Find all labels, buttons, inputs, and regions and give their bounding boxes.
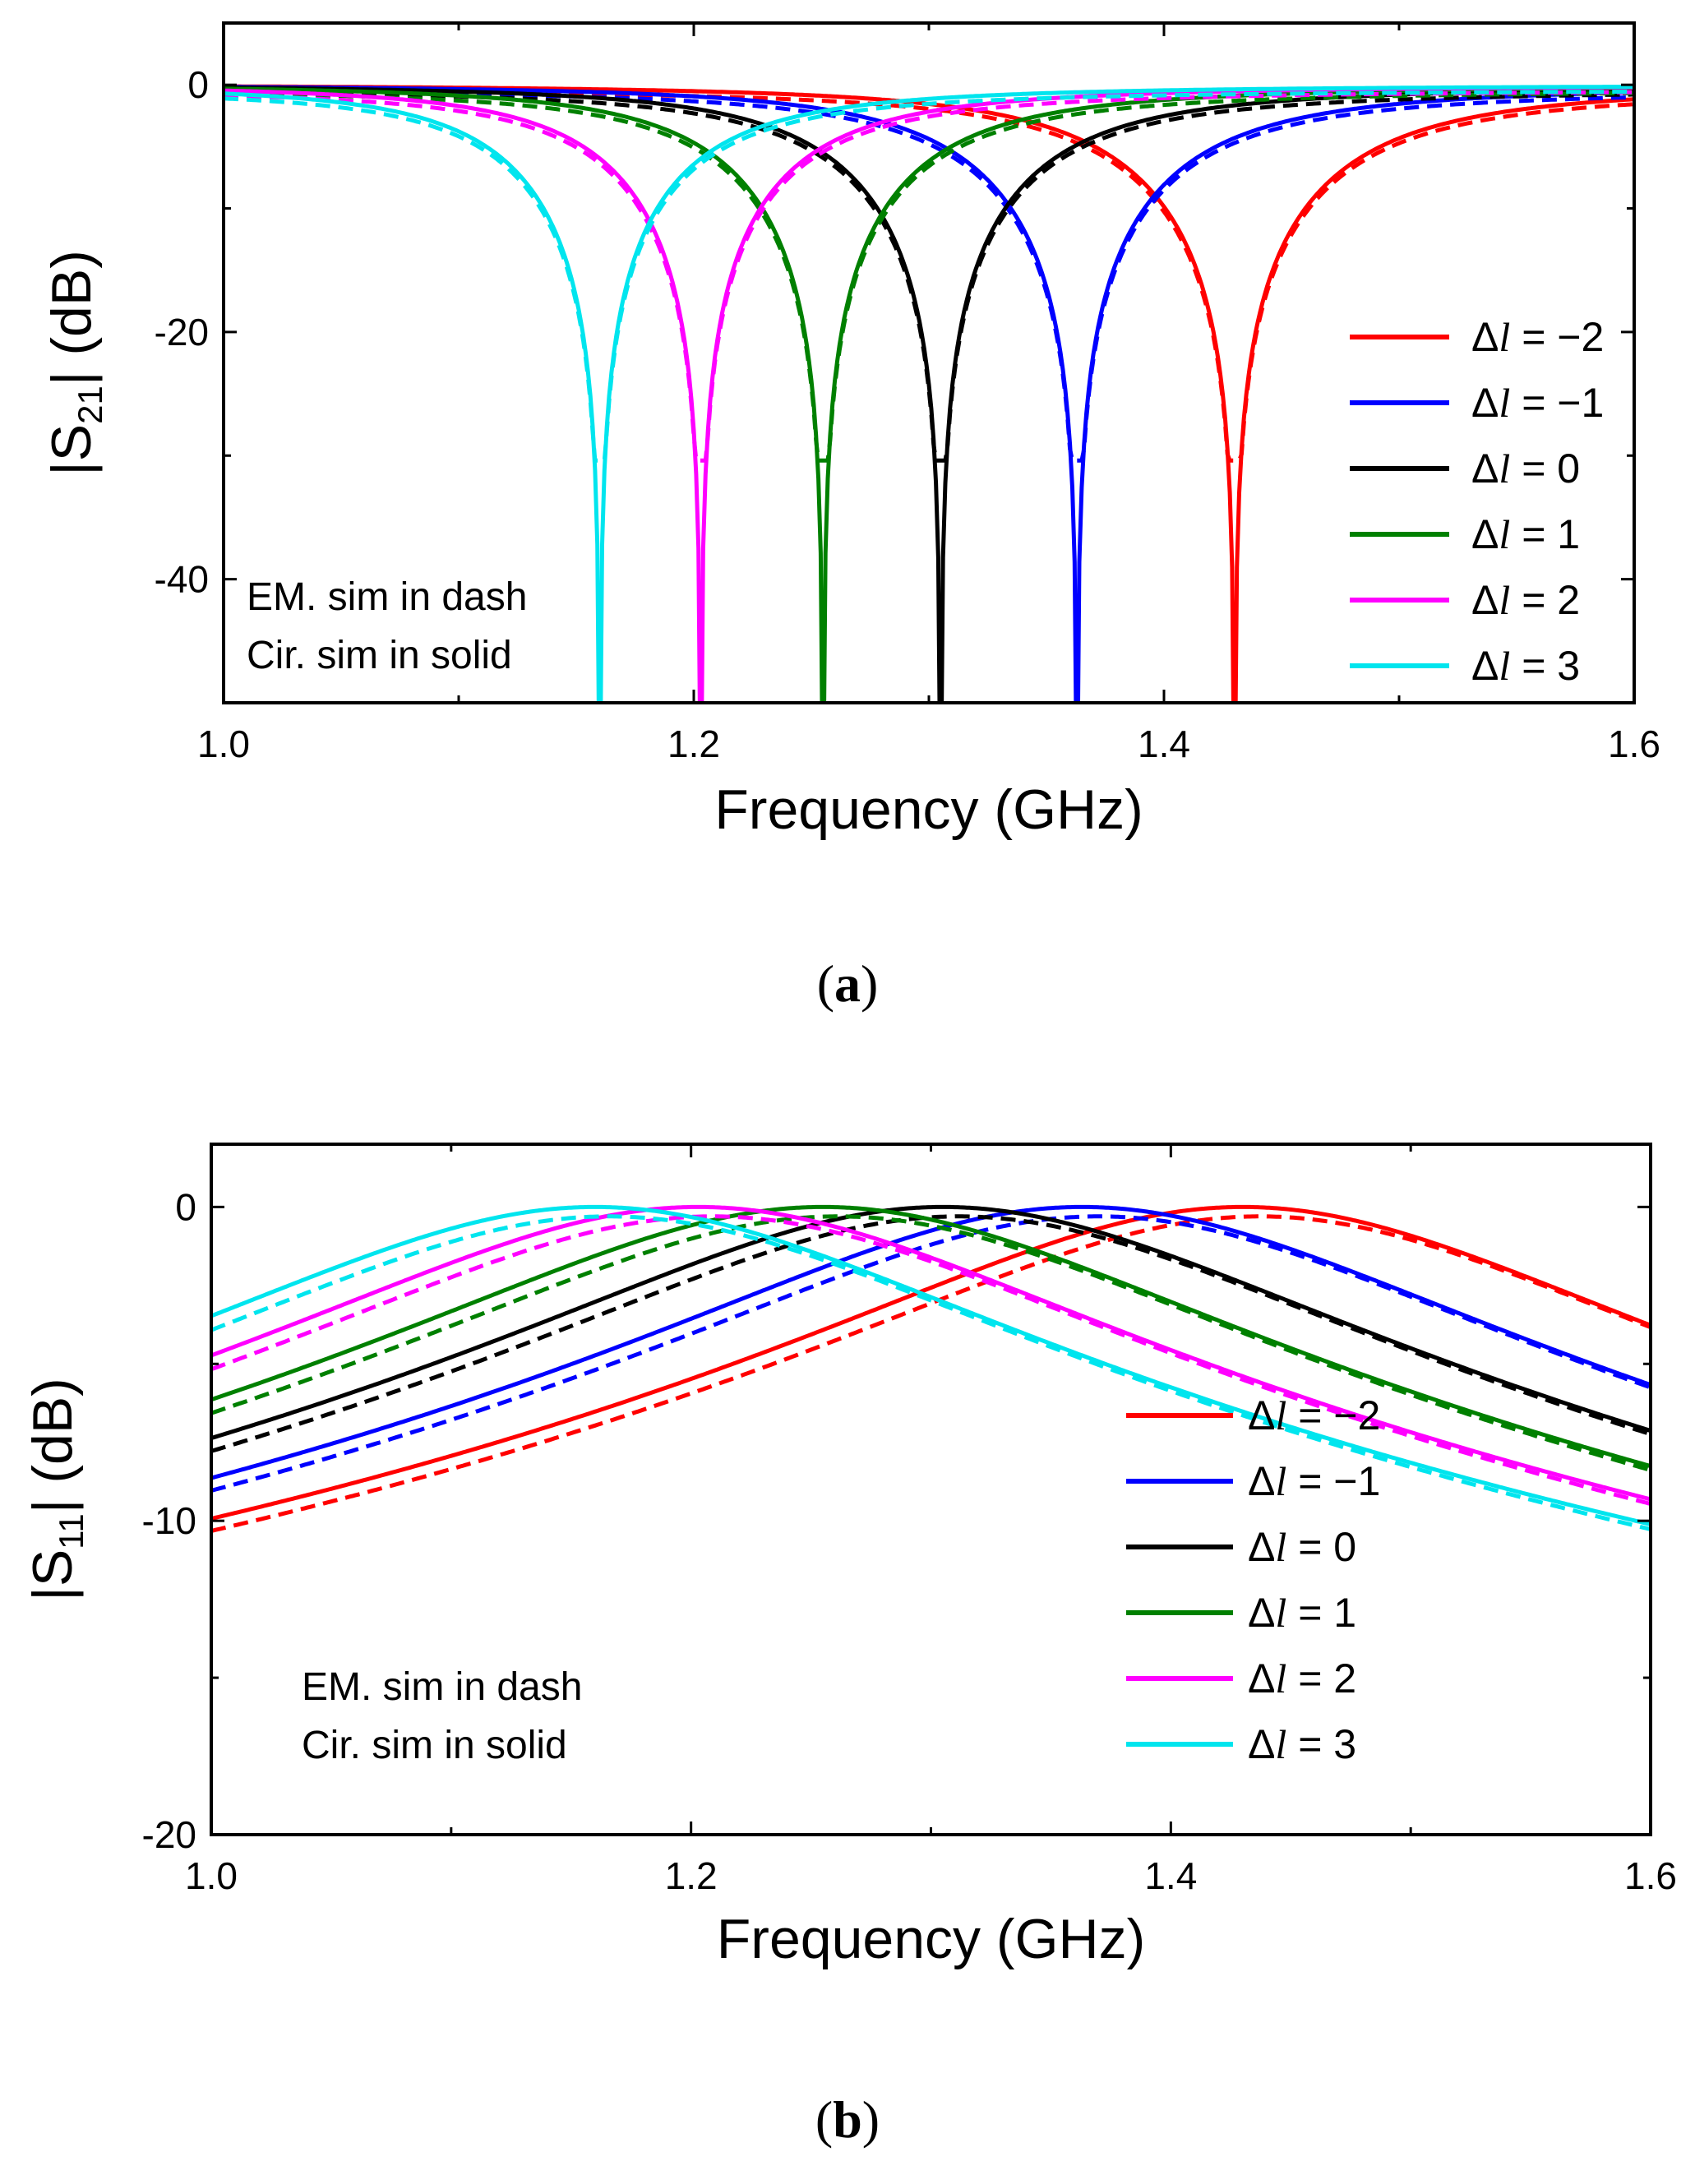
legend-label-4: Δl = 2 — [1471, 577, 1580, 623]
series-circuit-solid-0 — [224, 84, 1634, 703]
x-tick-label: 1.2 — [665, 1854, 718, 1897]
legend-label-1: Δl = −1 — [1471, 380, 1604, 426]
annotation-note-1: Cir. sim in solid — [302, 1724, 567, 1767]
series-em-dashed-1 — [211, 1214, 1651, 1493]
series-em-dashed-3 — [211, 1214, 1651, 1472]
annotation-note-0: EM. sim in dash — [247, 575, 527, 619]
series-circuit-solid-1 — [211, 1204, 1651, 1480]
series-circuit-solid-2 — [224, 85, 1634, 703]
y-tick-label: -10 — [142, 1499, 196, 1542]
y-tick-label: -20 — [155, 311, 209, 353]
legend-label-2: Δl = 0 — [1248, 1524, 1356, 1570]
legend-label-4: Δl = 2 — [1248, 1655, 1356, 1701]
annotation-note-1: Cir. sim in solid — [247, 634, 512, 677]
y-tick-label: -40 — [155, 558, 209, 601]
x-tick-label: 1.2 — [667, 723, 720, 765]
legend-label-1: Δl = −1 — [1248, 1458, 1380, 1504]
legend-label-0: Δl = −2 — [1471, 314, 1604, 360]
x-tick-label: 1.4 — [1138, 723, 1190, 765]
series-circuit-solid-0 — [211, 1204, 1651, 1521]
x-tick-label: 1.0 — [185, 1854, 238, 1897]
series-em-dashed-4 — [224, 90, 1634, 463]
plot-area — [224, 84, 1634, 703]
series-em-dashed-4 — [211, 1214, 1651, 1506]
y-tick-label: 0 — [187, 63, 209, 106]
x-tick-label: 1.0 — [197, 723, 250, 765]
panel-label: (b) — [815, 2090, 880, 2149]
legend-label-3: Δl = 1 — [1248, 1590, 1356, 1636]
x-axis-title: Frequency (GHz) — [714, 778, 1143, 841]
x-tick-label: 1.6 — [1608, 723, 1660, 765]
series-circuit-solid-5 — [224, 85, 1634, 703]
legend-label-0: Δl = −2 — [1248, 1392, 1380, 1438]
y-tick-label: 0 — [175, 1185, 196, 1228]
x-axis-title: Frequency (GHz) — [717, 1908, 1145, 1970]
legend-label-5: Δl = 3 — [1471, 643, 1580, 689]
series-circuit-solid-3 — [211, 1204, 1651, 1469]
legend-label-5: Δl = 3 — [1248, 1721, 1356, 1767]
legend-label-2: Δl = 0 — [1471, 446, 1580, 492]
y-axis-title: |S21| (dB) — [40, 250, 109, 476]
x-tick-label: 1.6 — [1624, 1854, 1677, 1897]
series-circuit-solid-4 — [211, 1204, 1651, 1502]
series-circuit-solid-2 — [211, 1204, 1651, 1440]
panel-label: (a) — [817, 954, 879, 1013]
legend-label-3: Δl = 1 — [1471, 511, 1580, 557]
annotation-note-0: EM. sim in dash — [302, 1665, 582, 1709]
series-circuit-solid-5 — [211, 1204, 1651, 1526]
panel-a-s21-chart: 1.0 1.2 1.4 1.6 0 -20 -40 Frequency (GHz) |S21| … — [40, 21, 1660, 1013]
series-em-dashed-2 — [224, 90, 1634, 463]
series-em-dashed-0 — [211, 1214, 1651, 1533]
x-tick-label: 1.4 — [1144, 1854, 1197, 1897]
series-em-dashed-5 — [224, 90, 1634, 463]
series-circuit-solid-4 — [224, 85, 1634, 703]
series-circuit-solid-3 — [224, 85, 1634, 703]
y-axis-title: |S11| (dB) — [21, 1378, 90, 1601]
panel-b-s11-chart: 1.0 1.2 1.4 1.6 0 -10 -20 Frequency (GHz) |S11| … — [21, 1143, 1677, 2149]
plot-area — [211, 1204, 1651, 1533]
series-em-dashed-5 — [211, 1214, 1651, 1531]
y-tick-label: -20 — [142, 1813, 196, 1856]
series-circuit-solid-1 — [224, 85, 1634, 703]
